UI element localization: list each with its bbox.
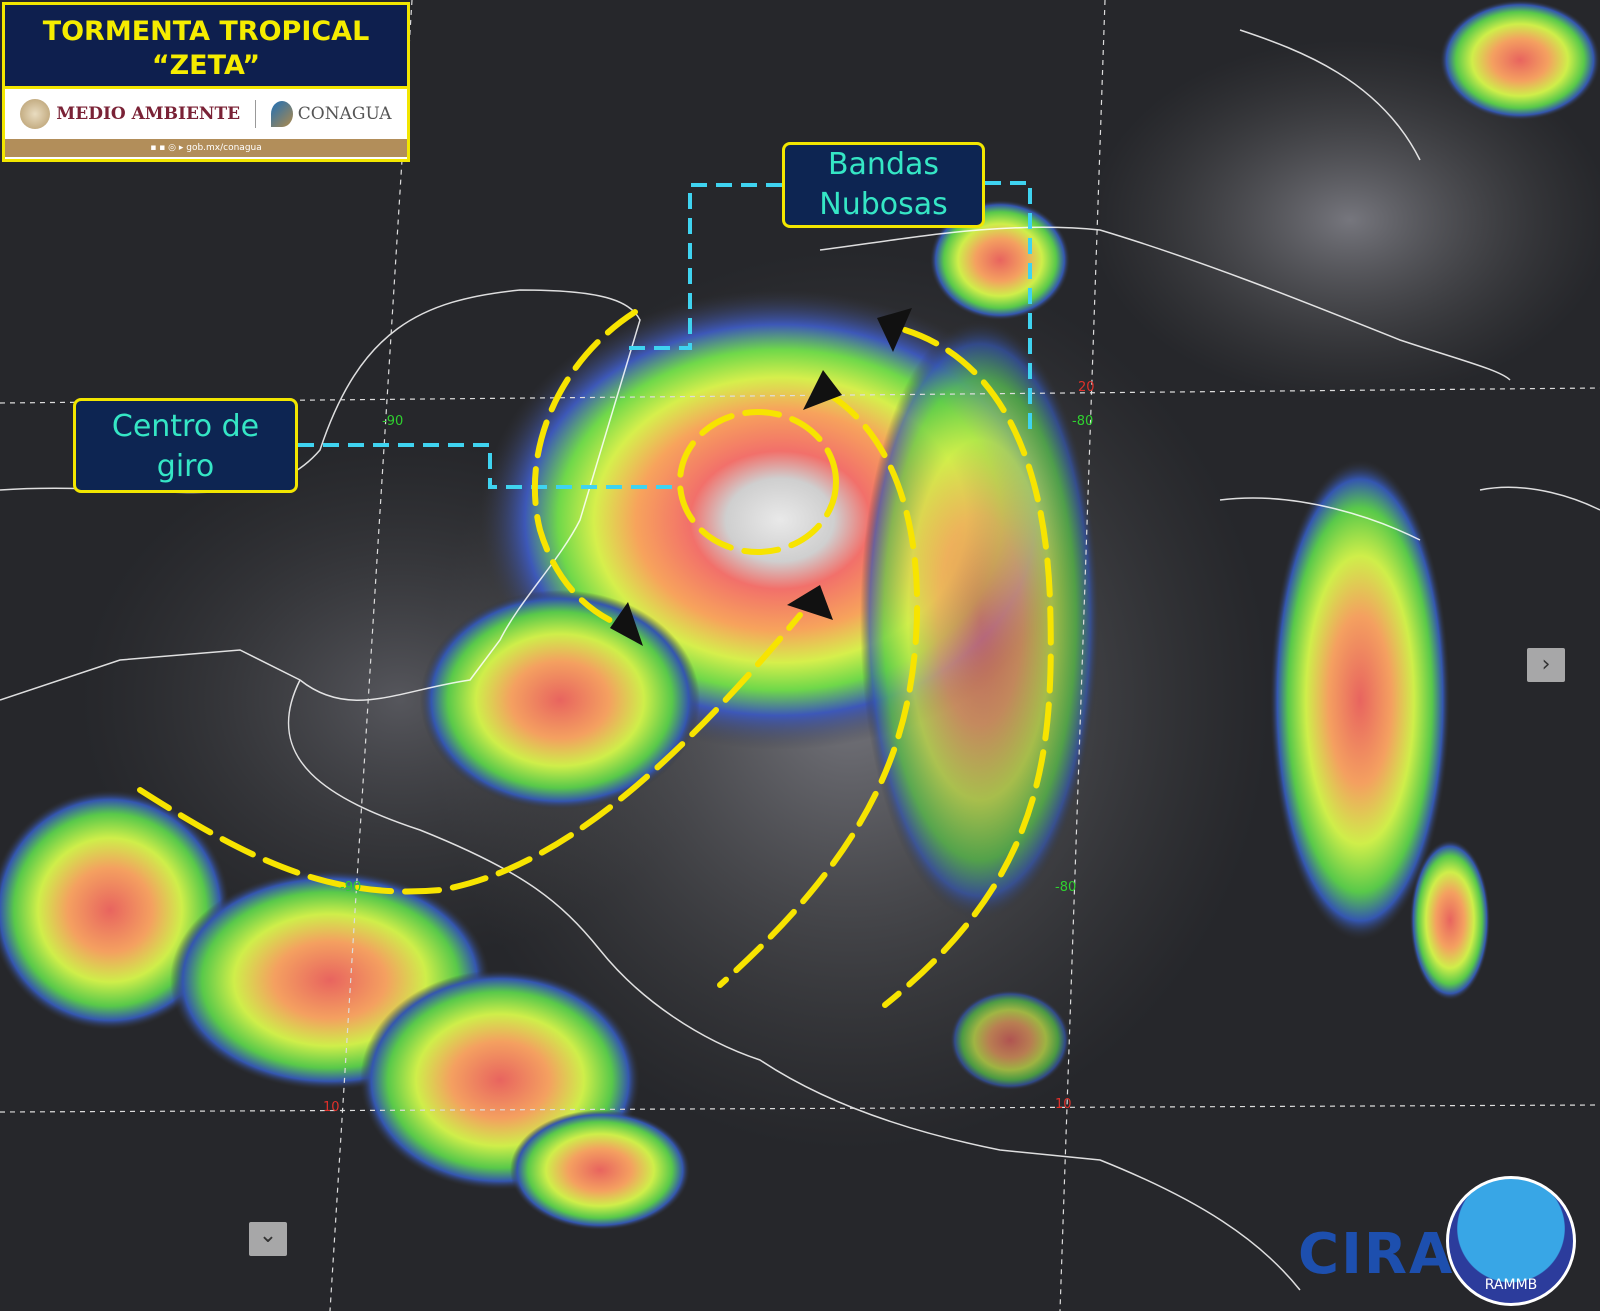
lat-label-10-right: 10: [1055, 1097, 1072, 1112]
rammb-logo: RAMMB: [1446, 1176, 1576, 1306]
social-footer: ▪ ▪ ◎ ▸ gob.mx/conagua: [5, 139, 407, 157]
title-line-1: TORMENTA TROPICAL: [42, 16, 370, 47]
direction-arrows: [610, 308, 912, 646]
chevron-right-icon[interactable]: ›: [1527, 648, 1565, 682]
medio-ambiente-text: MEDIO AMBIENTE: [56, 104, 241, 124]
arrow-icon: [787, 585, 833, 620]
chevron-down-icon[interactable]: ⌄: [249, 1222, 287, 1256]
yellow-band-arcs: [137, 309, 1054, 1008]
lon-label-80-bottom: -80: [1055, 880, 1077, 895]
bandas-line-2: Nubosas: [819, 187, 948, 222]
storm-title: TORMENTA TROPICAL “ZETA”: [5, 5, 407, 89]
conagua-icon: [270, 101, 293, 127]
footer-link[interactable]: gob.mx/conagua: [186, 143, 262, 153]
band-outer-spiral: [882, 327, 1054, 1008]
lat-label-20: 20: [1078, 380, 1095, 395]
arrow-icon: [803, 370, 842, 410]
arrow-icon: [877, 308, 912, 352]
lon-label-90-top: -90: [382, 414, 404, 429]
band-center-circle: [677, 409, 839, 555]
centro-line-1: Centro de: [111, 409, 260, 444]
centro-line-2: giro: [156, 449, 215, 484]
lon-label-90-bottom: -90: [340, 880, 362, 895]
band-inner-spiral: [717, 392, 921, 988]
bandas-line-1: Bandas: [827, 147, 940, 182]
medio-ambiente-logo: MEDIO AMBIENTE: [20, 99, 240, 129]
title-line-2: “ZETA”: [151, 50, 261, 81]
bandas-nubosas-label: Bandas Nubosas: [782, 142, 985, 228]
band-left-arc: [531, 309, 638, 628]
mexico-seal-icon: [20, 99, 51, 129]
arrow-icon: [610, 602, 643, 646]
lon-label-80-top: -80: [1072, 414, 1094, 429]
cyan-pointer-lines: [298, 181, 1032, 489]
cira-logo: CIRA: [1298, 1222, 1455, 1287]
logo-divider: [254, 100, 256, 128]
conagua-text: CONAGUA: [297, 104, 392, 124]
rammb-text: RAMMB: [1484, 1277, 1538, 1293]
centro-de-giro-label: Centro de giro: [73, 398, 298, 493]
band-lower-left-arc: [137, 612, 803, 895]
conagua-logo: CONAGUA: [270, 101, 392, 127]
lat-label-10-left: 10: [323, 1100, 340, 1115]
title-banner: TORMENTA TROPICAL “ZETA” MEDIO AMBIENTE …: [2, 2, 410, 162]
agency-logos: MEDIO AMBIENTE CONAGUA: [5, 89, 407, 139]
